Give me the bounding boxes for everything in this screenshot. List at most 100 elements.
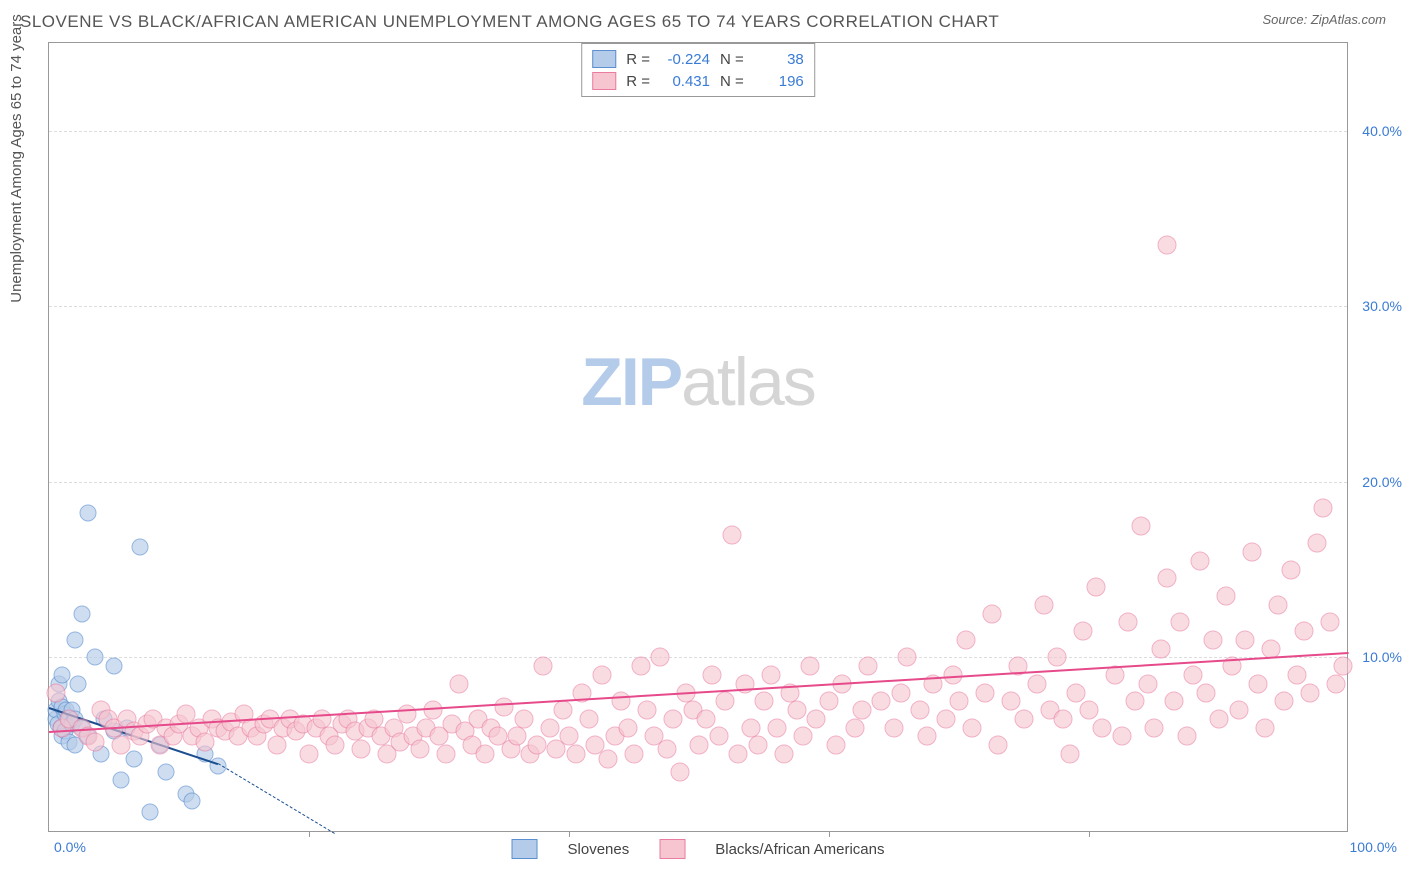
r-label: R = (626, 51, 650, 68)
scatter-point (1177, 727, 1196, 746)
scatter-point (631, 657, 650, 676)
x-tick (309, 831, 310, 837)
scatter-point (599, 750, 618, 769)
watermark: ZIPatlas (581, 343, 814, 421)
scatter-point (625, 745, 644, 764)
legend-swatch (592, 50, 616, 68)
scatter-point (872, 692, 891, 711)
scatter-point (748, 736, 767, 755)
scatter-point (709, 727, 728, 746)
scatter-point (846, 718, 865, 737)
scatter-point (1158, 569, 1177, 588)
scatter-point (1047, 648, 1066, 667)
scatter-point (1034, 595, 1053, 614)
n-value: 38 (754, 51, 804, 68)
scatter-point (1132, 516, 1151, 535)
y-tick-label: 20.0% (1362, 474, 1402, 490)
scatter-point (826, 736, 845, 755)
scatter-point (527, 736, 546, 755)
scatter-point (1125, 692, 1144, 711)
scatter-point (722, 525, 741, 544)
scatter-point (1190, 551, 1209, 570)
scatter-point (911, 701, 930, 720)
n-value: 196 (754, 73, 804, 90)
scatter-point (1171, 613, 1190, 632)
scatter-point (1158, 235, 1177, 254)
scatter-point (1236, 630, 1255, 649)
scatter-point (1060, 745, 1079, 764)
scatter-point (73, 605, 90, 622)
r-label: R = (626, 73, 650, 90)
scatter-point (729, 745, 748, 764)
scatter-point (1028, 674, 1047, 693)
scatter-point (950, 692, 969, 711)
scatter-point (69, 675, 86, 692)
scatter-point (690, 736, 709, 755)
gridline (49, 482, 1347, 483)
legend-label: Blacks/African Americans (715, 841, 884, 858)
scatter-point (1073, 622, 1092, 641)
scatter-point (787, 701, 806, 720)
scatter-point (794, 727, 813, 746)
x-tick (569, 831, 570, 837)
y-tick-label: 30.0% (1362, 298, 1402, 314)
correlation-row: R =-0.224N =38 (592, 48, 804, 70)
scatter-point (553, 701, 572, 720)
scatter-point (1145, 718, 1164, 737)
scatter-point (1093, 718, 1112, 737)
scatter-point (859, 657, 878, 676)
r-value: 0.431 (660, 73, 710, 90)
scatter-point (1288, 666, 1307, 685)
scatter-point (67, 631, 84, 648)
scatter-point (820, 692, 839, 711)
scatter-point (1242, 543, 1261, 562)
chart-source: Source: ZipAtlas.com (1262, 12, 1386, 32)
trend-line-extrapolated (218, 763, 336, 834)
scatter-point (937, 709, 956, 728)
y-tick-label: 10.0% (1362, 649, 1402, 665)
scatter-point (1268, 595, 1287, 614)
scatter-point (696, 709, 715, 728)
scatter-point (495, 697, 514, 716)
scatter-point (1314, 499, 1333, 518)
legend-label: Slovenes (568, 841, 630, 858)
scatter-point (1333, 657, 1352, 676)
scatter-point (651, 648, 670, 667)
scatter-point (86, 649, 103, 666)
scatter-point (716, 692, 735, 711)
scatter-point (976, 683, 995, 702)
scatter-point (1119, 613, 1138, 632)
scatter-point (1002, 692, 1021, 711)
scatter-point (508, 727, 527, 746)
scatter-point (85, 732, 104, 751)
n-label: N = (720, 51, 744, 68)
scatter-point (132, 538, 149, 555)
scatter-point (475, 745, 494, 764)
gridline (49, 131, 1347, 132)
x-tick (1089, 831, 1090, 837)
scatter-point (1080, 701, 1099, 720)
scatter-point (397, 704, 416, 723)
scatter-point (618, 718, 637, 737)
scatter-point (982, 604, 1001, 623)
plot-region: ZIPatlas 10.0%20.0%30.0%40.0%0.0%100.0%R… (48, 42, 1348, 832)
scatter-point (267, 736, 286, 755)
scatter-point (898, 648, 917, 667)
scatter-point (1203, 630, 1222, 649)
scatter-point (1320, 613, 1339, 632)
watermark-atlas: atlas (681, 344, 815, 420)
scatter-point (807, 709, 826, 728)
scatter-point (703, 666, 722, 685)
n-label: N = (720, 73, 744, 90)
scatter-point (1294, 622, 1313, 641)
chart-title: SLOVENE VS BLACK/AFRICAN AMERICAN UNEMPL… (20, 12, 999, 32)
scatter-point (800, 657, 819, 676)
legend-swatch (512, 839, 538, 859)
scatter-point (560, 727, 579, 746)
scatter-point (1164, 692, 1183, 711)
chart-area: Unemployment Among Ages 65 to 74 years Z… (0, 32, 1406, 862)
scatter-point (1275, 692, 1294, 711)
scatter-point (963, 718, 982, 737)
scatter-point (158, 763, 175, 780)
scatter-point (1216, 587, 1235, 606)
